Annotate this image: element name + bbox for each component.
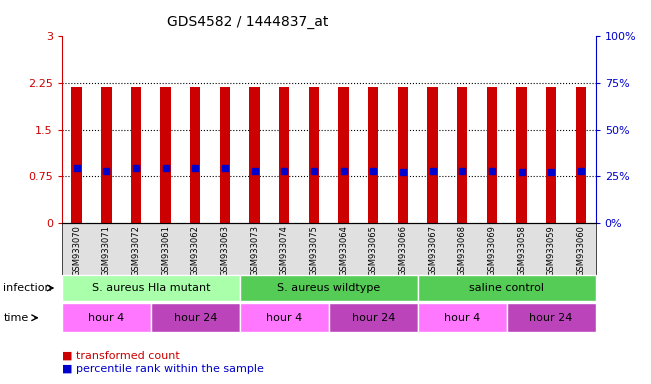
Bar bbox=[546, 88, 557, 223]
Text: ■ transformed count: ■ transformed count bbox=[62, 350, 180, 360]
Text: hour 24: hour 24 bbox=[529, 313, 573, 323]
Bar bbox=[309, 88, 319, 223]
Bar bbox=[457, 88, 467, 223]
Text: ■ percentile rank within the sample: ■ percentile rank within the sample bbox=[62, 364, 264, 374]
Text: GDS4582 / 1444837_at: GDS4582 / 1444837_at bbox=[167, 15, 328, 29]
Bar bbox=[220, 88, 230, 223]
Bar bbox=[516, 88, 527, 223]
Text: hour 24: hour 24 bbox=[352, 313, 395, 323]
Bar bbox=[487, 88, 497, 223]
Bar bbox=[427, 88, 437, 223]
Text: hour 4: hour 4 bbox=[88, 313, 124, 323]
Text: hour 4: hour 4 bbox=[266, 313, 303, 323]
Bar bbox=[131, 88, 141, 223]
Text: time: time bbox=[3, 313, 29, 323]
Text: saline control: saline control bbox=[469, 283, 544, 293]
Bar bbox=[575, 88, 586, 223]
Bar bbox=[101, 88, 111, 223]
Bar bbox=[339, 88, 349, 223]
Bar bbox=[72, 88, 82, 223]
Bar bbox=[279, 88, 290, 223]
Text: S. aureus Hla mutant: S. aureus Hla mutant bbox=[92, 283, 210, 293]
Bar bbox=[368, 88, 378, 223]
Bar bbox=[398, 88, 408, 223]
Text: infection: infection bbox=[3, 283, 52, 293]
Bar bbox=[190, 88, 201, 223]
Bar bbox=[160, 88, 171, 223]
Text: hour 24: hour 24 bbox=[174, 313, 217, 323]
Text: S. aureus wildtype: S. aureus wildtype bbox=[277, 283, 380, 293]
Text: hour 4: hour 4 bbox=[444, 313, 480, 323]
Bar bbox=[249, 88, 260, 223]
